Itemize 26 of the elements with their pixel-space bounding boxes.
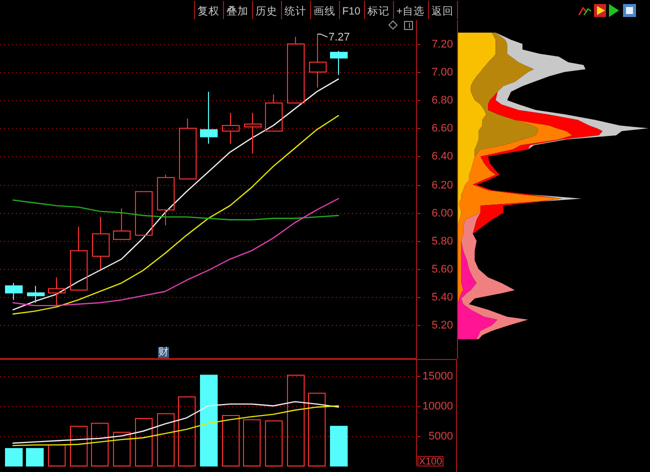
toolbar-label: 历史 [255,6,278,18]
y-tick-label: 5.80 [432,236,453,248]
y-tick-label: 6.80 [432,94,453,106]
high-note-label: 7.27 [328,32,350,44]
y-tick-label: 7.20 [432,38,453,50]
toolbar-label: 画线 [313,6,336,18]
toolbar-label: 复权 [197,6,220,18]
toolbar-label: 统计 [284,6,306,18]
marker-label: 财 [158,347,168,358]
y-tick-label: 6.00 [432,208,453,220]
y-tick-label: 6.20 [432,180,453,192]
toolbar-label: 标记 [367,6,390,18]
y-tick-label: 6.60 [432,122,453,134]
toolbar-label: 叠加 [226,6,248,18]
toolbar-label: F10 [342,6,360,18]
y-tick-label: 6.40 [432,150,453,162]
y-tick-label: 15000 [422,370,453,382]
toolbar-label: +自选 [396,6,424,18]
y-tick-label: 7.00 [432,66,453,78]
y-tick-label: 5.20 [432,320,453,332]
y-tick-label: 5.40 [432,292,453,304]
y-axis-title: X100 [418,456,442,468]
y-tick-label: 5000 [428,430,453,442]
toolbar-label: 返回 [432,6,454,18]
y-tick-label: 5.60 [432,264,453,276]
y-tick-label: 10000 [422,400,453,412]
